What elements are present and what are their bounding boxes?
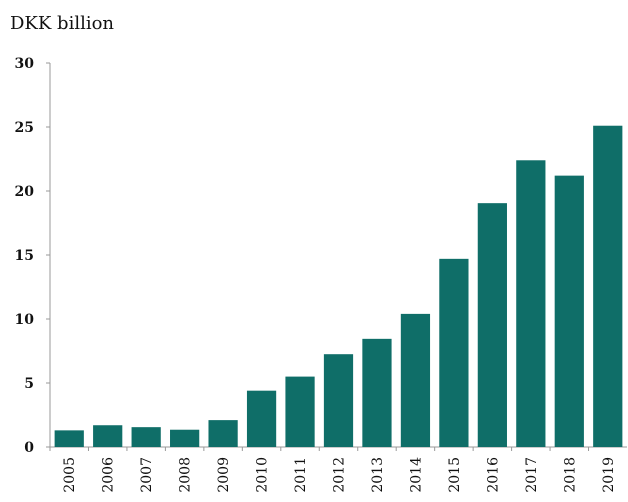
bar-2014 — [400, 313, 431, 447]
y-tick-label: 0 — [24, 440, 34, 456]
x-tick-label-2011: 2011 — [293, 457, 309, 493]
y-tick-label: 20 — [15, 184, 35, 200]
bar-2011 — [285, 376, 315, 447]
bar-2019 — [593, 125, 623, 447]
bar-2016 — [477, 203, 507, 447]
y-tick-label: 10 — [15, 312, 35, 328]
x-tick-label-2016: 2016 — [485, 457, 501, 493]
y-tick-label: 30 — [15, 56, 35, 72]
bar-2005 — [54, 430, 84, 447]
bar-2018 — [554, 175, 584, 447]
x-tick-label-2014: 2014 — [408, 457, 424, 493]
x-tick-label-2005: 2005 — [62, 457, 78, 493]
y-tick-label: 25 — [15, 120, 34, 136]
x-tick-label-2013: 2013 — [370, 457, 386, 493]
x-tick-label-2008: 2008 — [178, 457, 194, 493]
x-tick-label-2015: 2015 — [447, 457, 463, 493]
x-tick-label-2007: 2007 — [139, 457, 155, 493]
x-tick-label-2019: 2019 — [601, 457, 617, 493]
x-axis: 2005 2006 2007 2008 2009 2010 2011 2012 2013 2014… — [49, 446, 627, 493]
y-axis-unit-label: DKK billion — [10, 13, 115, 34]
bar-2009 — [208, 420, 238, 447]
bar-2015 — [439, 258, 469, 447]
bars — [54, 125, 623, 447]
bar-2006 — [93, 425, 123, 447]
bar-2007 — [131, 427, 161, 447]
x-tick-label-2018: 2018 — [562, 457, 578, 493]
x-tick-label-2009: 2009 — [216, 457, 232, 493]
bar-2008 — [170, 429, 200, 447]
x-tick-label-2006: 2006 — [101, 457, 117, 493]
y-tick-label: 15 — [15, 248, 34, 264]
bar-2010 — [246, 390, 277, 447]
x-tick-label-2010: 2010 — [255, 457, 271, 493]
bar-2012 — [323, 354, 354, 447]
x-tick-label-2017: 2017 — [524, 457, 540, 493]
bar-2013 — [362, 338, 392, 447]
y-axis: 0 5 10 15 20 25 30 — [15, 56, 51, 456]
bar-2017 — [516, 160, 546, 447]
y-tick-label: 5 — [24, 376, 34, 392]
x-tick-label-2012: 2012 — [332, 457, 348, 493]
